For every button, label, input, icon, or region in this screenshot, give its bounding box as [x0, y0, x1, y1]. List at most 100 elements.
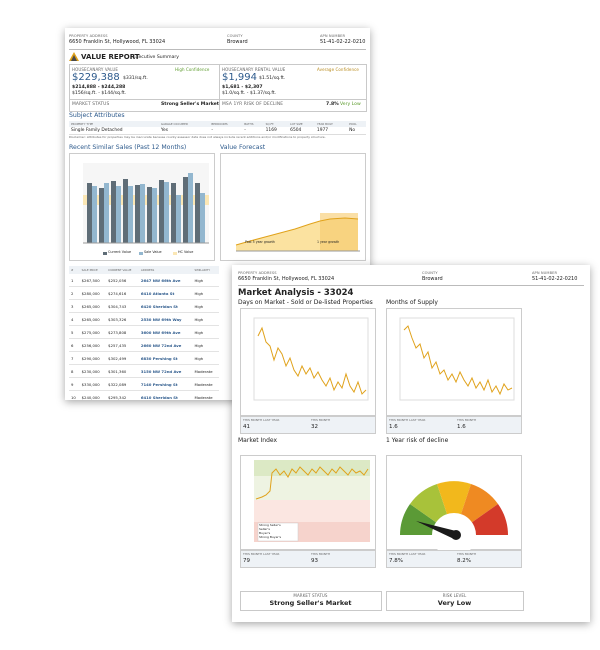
- cell: Single Family Detached: [69, 127, 159, 135]
- months-of-supply-chart: [386, 308, 522, 416]
- row: 1 $267,500 $252,056 2647 NW 66th Ave High: [69, 274, 219, 287]
- label: THIS MONTH: [311, 552, 331, 556]
- cell: $330,000: [79, 377, 107, 391]
- cell: -: [209, 127, 243, 135]
- cell: 1169: [263, 127, 289, 135]
- risk-value: 7.8%: [326, 102, 339, 107]
- rental-per-sqft: $1.51/sq.ft.: [259, 76, 286, 81]
- label: HOUSECANARY RENTAL VALUE: [222, 67, 286, 72]
- cell: 3600 NW 69th Ave: [138, 325, 193, 339]
- row: 10 $240,000 $295,342 6410 Sheridan St Modera…: [69, 390, 219, 400]
- county: Broward: [227, 39, 248, 45]
- cell: $280,000: [79, 286, 107, 300]
- cell: 6420 Sheridan St: [138, 299, 193, 313]
- row: 7 $290,000 $302,499 6830 Pershing St High: [69, 351, 219, 365]
- risk-level: Very Low: [340, 102, 361, 107]
- risk-level: Very Low: [437, 599, 472, 607]
- cell: 7: [69, 351, 80, 365]
- cell: $273,808: [106, 325, 139, 339]
- stat-value: 8.2%: [457, 558, 471, 564]
- divider: [238, 285, 584, 286]
- market-status: Strong Seller's Market: [269, 599, 352, 607]
- cell: 5: [69, 325, 80, 339]
- county: Broward: [422, 276, 443, 282]
- page-title: Market Analysis - 33024: [238, 288, 354, 298]
- cell: $240,000: [79, 390, 107, 400]
- value-per-sqft: $331/sq.ft.: [123, 76, 148, 81]
- row: 6 $256,000 $257,435 2660 NW 72nd Ave High: [69, 338, 219, 352]
- cell: $265,000: [79, 299, 107, 313]
- value-amount: $229,388: [72, 72, 120, 83]
- market-analysis-page: PROPERTY ADDRESS 6650 Franklin St, Holly…: [232, 265, 590, 622]
- value-report-page: PROPERTY ADDRESS 6650 Franklin St, Holly…: [65, 28, 370, 400]
- column-header: PROPERTY TYPE: [71, 122, 94, 126]
- row: 4 $265,000 $303,326 2530 NW 69th Way High: [69, 312, 219, 326]
- stats-bar: [240, 550, 376, 568]
- risk-gauge: [386, 455, 522, 550]
- column-header: LOT SIZE: [290, 122, 303, 126]
- label: THIS MONTH LAST YEAR: [243, 552, 280, 556]
- cell: High: [192, 299, 219, 313]
- cell: High: [192, 312, 219, 326]
- label: THIS MONTH: [311, 418, 331, 422]
- stat-value: 1.6: [389, 424, 398, 430]
- cell: 1977: [314, 127, 348, 135]
- cell: 6830 Pershing St: [138, 351, 193, 365]
- cell: $303,326: [106, 312, 139, 326]
- cell: 2647 NW 66th Ave: [138, 274, 193, 287]
- label: COUNTY: [227, 34, 243, 38]
- status-box: [240, 591, 382, 611]
- cell: $322,089: [106, 377, 139, 391]
- stat-value: 7.8%: [389, 558, 403, 564]
- panel-title: Days on Market - Sold or De-listed Prope…: [238, 299, 373, 306]
- disclaimer: Disclaimer: attributes for properties ma…: [69, 135, 326, 139]
- label: THIS MONTH: [457, 552, 477, 556]
- label: MARKET STATUS: [72, 102, 110, 107]
- cell: $265,000: [79, 312, 107, 326]
- cell: $304,743: [106, 299, 139, 313]
- divider: [69, 49, 366, 50]
- address: 6650 Franklin St, Hollywood, FL 33024: [69, 39, 166, 45]
- report-subtitle: Executive Summary: [133, 55, 180, 60]
- legend-label: Seller's: [259, 527, 270, 531]
- stats-bar: [386, 550, 522, 568]
- table: PROPERTY TYPE GARAGE OCCUPIED BEDROOMS BATH…: [69, 121, 366, 135]
- address: 6650 Franklin St, Hollywood, FL 33024: [238, 276, 335, 282]
- cell: 2660 NW 72nd Ave: [138, 338, 193, 352]
- legend-label: Buyer's: [259, 531, 271, 535]
- cell: Yes: [158, 127, 210, 135]
- legend-label: HC Value: [178, 250, 194, 254]
- annotation: 1 year growth: [317, 240, 340, 244]
- logo: [69, 52, 79, 61]
- legend-label: Sale Value: [144, 250, 162, 254]
- cell: 6410 Sheridan St: [138, 390, 193, 400]
- label: THIS MONTH LAST YEAR: [389, 418, 426, 422]
- table: # SALE PRICE CURRENT VALUE ADDRESS SIMILARIT…: [69, 266, 219, 400]
- cell: $290,000: [79, 351, 107, 365]
- label: THIS MONTH LAST YEAR: [243, 418, 280, 422]
- cell: Moderate: [192, 390, 219, 400]
- value-forecast-chart: [220, 153, 366, 261]
- rental-range-sqft: $1.0/sq.ft. - $1.37/sq.ft.: [222, 91, 277, 96]
- section-title: Value Forecast: [220, 144, 266, 151]
- cell: 4: [69, 312, 80, 326]
- cell: 1: [69, 274, 80, 287]
- label: HOUSECANARY VALUE: [72, 67, 119, 72]
- legend-label: Strong Buyer's: [259, 535, 282, 539]
- days-on-market-chart: [240, 308, 376, 416]
- value-box: [69, 64, 367, 112]
- cell: $295,342: [106, 390, 139, 400]
- cell: High: [192, 325, 219, 339]
- panel-title: Market Index: [238, 437, 278, 444]
- divider: [219, 64, 220, 110]
- label: COUNTY: [422, 271, 438, 275]
- cell: No: [347, 127, 366, 135]
- stat-value: 79: [243, 558, 250, 564]
- cell: 8: [69, 364, 80, 378]
- stat-value: 41: [243, 424, 250, 430]
- market-status: Strong Seller's Market: [161, 102, 219, 107]
- cell: Moderate: [192, 377, 219, 391]
- cell: $256,000: [79, 338, 107, 352]
- divider: [69, 99, 366, 100]
